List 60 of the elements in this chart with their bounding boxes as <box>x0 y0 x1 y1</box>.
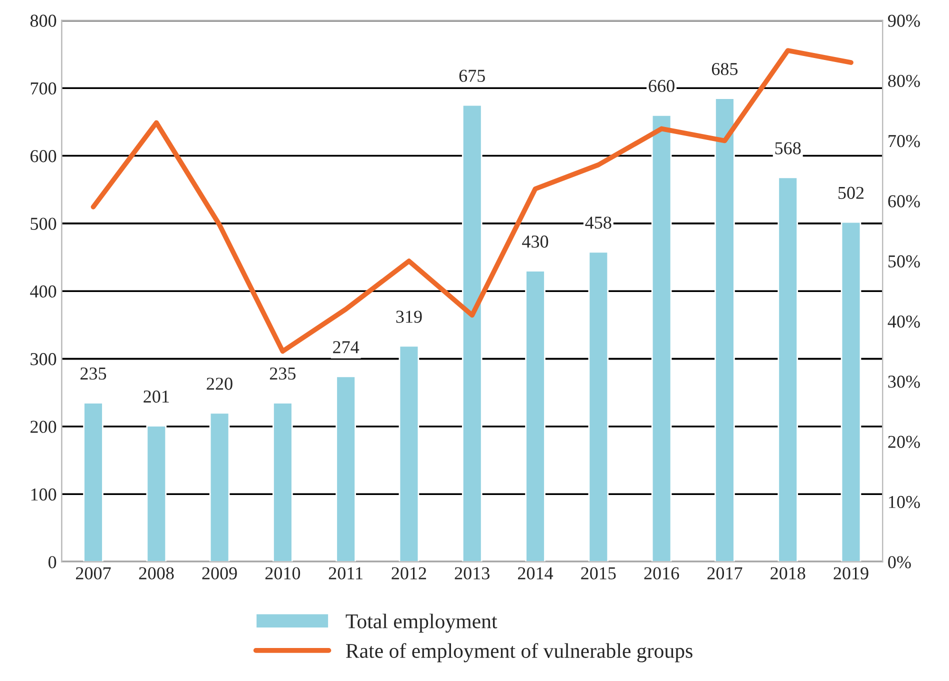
x-tick-label: 2015 <box>581 567 616 580</box>
x-tick-label: 2018 <box>770 567 806 580</box>
x-tick-label: 2019 <box>834 567 868 580</box>
data-label: 220 <box>206 378 232 390</box>
y2-tick-label: 80% <box>888 74 920 88</box>
y-tick-label: 0 <box>48 556 56 568</box>
x-tick-label: 2013 <box>454 567 490 580</box>
legend-label: Total employment <box>346 614 498 633</box>
bar <box>651 114 672 562</box>
y-tick-label: 500 <box>30 218 56 230</box>
bar <box>588 251 609 562</box>
bar <box>840 221 862 562</box>
data-label: 502 <box>838 186 864 199</box>
x-tick-label: 2014 <box>518 567 554 580</box>
y2-tick-label: 60% <box>888 195 920 208</box>
data-label: 430 <box>522 236 548 248</box>
x-tick-label: 2011 <box>328 567 362 580</box>
x-tick-label: 2007 <box>76 567 111 580</box>
data-label: 458 <box>585 216 612 229</box>
y2-tick-label: 10% <box>889 496 920 508</box>
bar <box>272 402 293 562</box>
y2-tick-label: 70% <box>888 134 920 148</box>
bar <box>714 98 735 562</box>
data-label: 235 <box>270 368 296 380</box>
bar <box>462 104 482 562</box>
data-label: 235 <box>80 368 106 380</box>
bar <box>209 412 230 562</box>
y-tick-label: 800 <box>30 14 56 27</box>
data-label: 319 <box>396 310 422 323</box>
bar <box>146 425 167 562</box>
data-label: 685 <box>712 62 738 76</box>
y2-tick-label: 50% <box>888 255 920 268</box>
y-tick-label: 200 <box>30 420 56 433</box>
y2-tick-label: 90% <box>888 14 920 27</box>
x-tick-label: 2009 <box>202 567 237 580</box>
y2-tick-label: 30% <box>888 376 920 388</box>
y-tick-label: 600 <box>30 150 56 162</box>
data-label: 660 <box>648 80 674 92</box>
data-label: 274 <box>333 341 360 354</box>
data-label: 675 <box>459 70 485 82</box>
y2-tick-label: 0% <box>888 556 911 568</box>
data-label: 201 <box>144 390 169 403</box>
bar <box>525 270 546 562</box>
x-tick-label: 2016 <box>644 567 680 580</box>
bar <box>398 345 420 562</box>
bar <box>336 376 356 562</box>
y2-tick-label: 40% <box>888 315 920 328</box>
y-tick-label: 400 <box>30 285 56 298</box>
bar <box>778 176 798 562</box>
x-tick-label: 2012 <box>392 567 426 580</box>
y-tick-label: 700 <box>30 82 56 95</box>
legend-label: Rate of employment of vulnerable groups <box>346 643 692 662</box>
y-tick-label: 300 <box>30 353 56 366</box>
x-tick-label: 2017 <box>707 567 742 580</box>
bar <box>83 402 104 562</box>
x-tick-label: 2008 <box>139 567 174 580</box>
x-tick-label: 2010 <box>265 567 300 580</box>
y-tick-label: 100 <box>31 488 56 501</box>
data-label: 568 <box>775 142 801 154</box>
y2-tick-label: 20% <box>888 436 920 448</box>
